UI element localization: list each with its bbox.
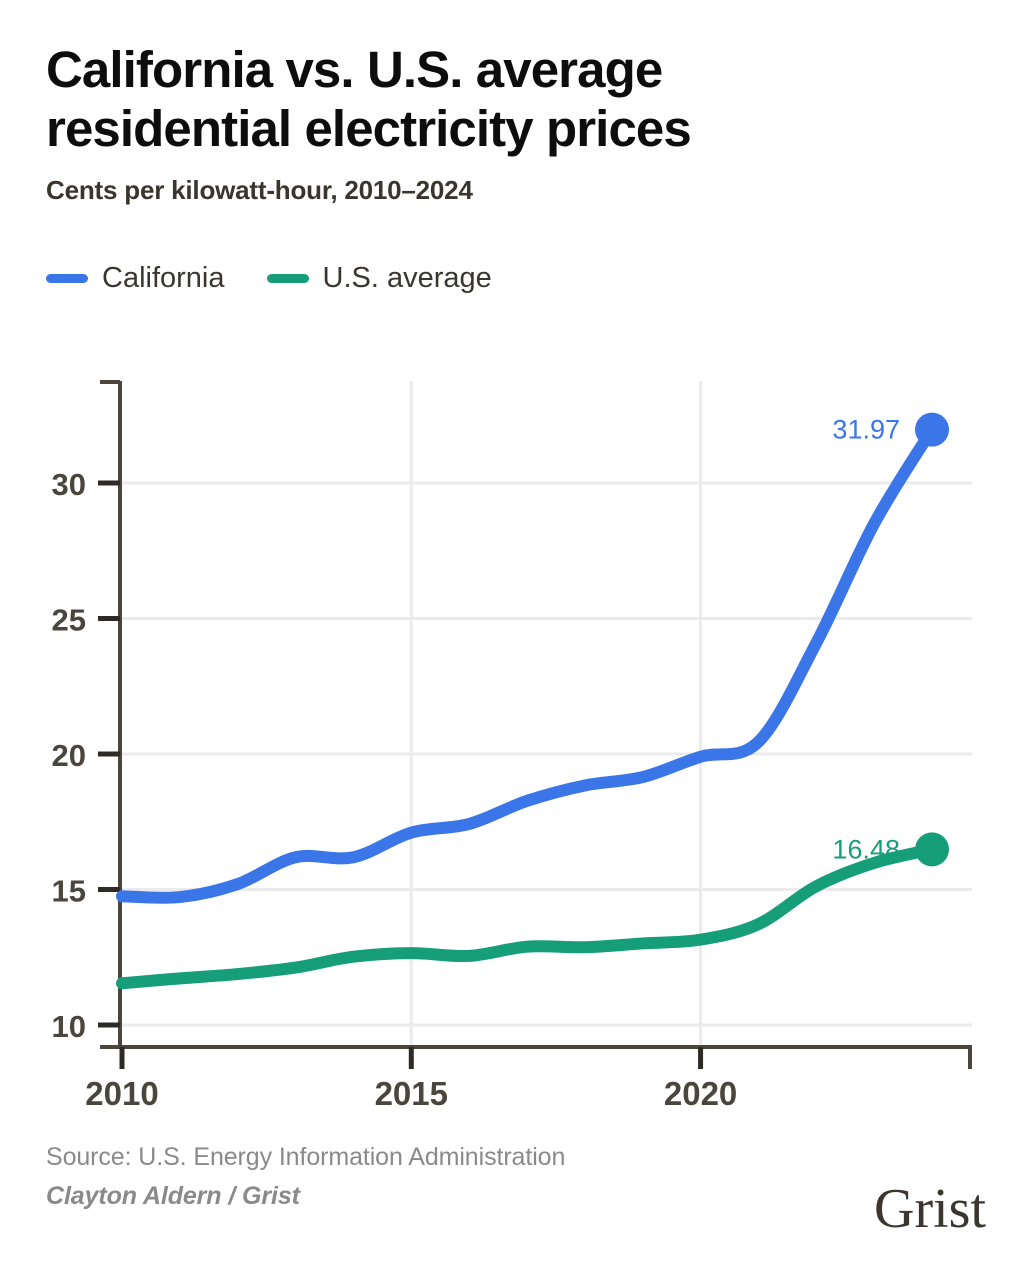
series-lines	[116, 423, 938, 990]
series-endpoint-dots	[915, 412, 949, 867]
y-axis-tick-label: 10	[52, 1009, 86, 1044]
legend-item-us-average[interactable]: U.S. average	[266, 262, 492, 295]
chart-footer: Source: U.S. Energy Information Administ…	[46, 1143, 986, 1211]
legend-label-california: California	[102, 262, 225, 294]
axis-ticks	[98, 480, 704, 1069]
x-axis-tick-label: 2010	[85, 1075, 158, 1112]
y-axis-tick-label: 25	[52, 603, 86, 638]
x-axis-tick-labels: 2010 2015 2020	[85, 1075, 737, 1112]
gridlines-horizontal	[122, 481, 972, 1027]
x-axis-tick-label: 2015	[375, 1075, 448, 1112]
gridlines-vertical	[409, 381, 703, 1047]
x-axis-tick-label: 2020	[664, 1075, 737, 1112]
title-line-1: California vs. U.S. average	[46, 41, 663, 98]
series-line-california	[116, 423, 938, 904]
axis-lines	[100, 380, 972, 1069]
title-line-2: residential electricity prices	[46, 100, 692, 158]
legend-swatch-us-average	[266, 274, 309, 283]
legend-label-us-average: U.S. average	[322, 262, 492, 294]
endpoint-label-us-average: 16.48	[832, 834, 900, 864]
source-note: Source: U.S. Energy Information Administ…	[46, 1143, 566, 1171]
grist-logo: Grist	[874, 1178, 986, 1240]
y-axis-tick-labels: 10 15 20 25 30	[52, 467, 86, 1044]
endpoint-dot-california	[915, 412, 949, 447]
chart-header: California vs. U.S. average residential …	[46, 40, 986, 206]
y-axis-tick-label: 20	[52, 738, 86, 773]
endpoint-label-california: 31.97	[832, 415, 900, 445]
page-title: California vs. U.S. average residential …	[46, 40, 846, 158]
endpoint-dot-us-average	[915, 832, 949, 867]
y-axis-tick-label: 30	[52, 467, 86, 502]
chart-legend: California U.S. average	[46, 262, 492, 295]
byline-credit: Clayton Aldern / Grist	[46, 1182, 300, 1210]
legend-item-california[interactable]: California	[46, 262, 225, 295]
series-endpoint-labels: 31.97 16.48	[832, 415, 900, 865]
series-line-us-average	[116, 843, 938, 990]
chart-subtitle: Cents per kilowatt-hour, 2010–2024	[46, 175, 473, 206]
legend-swatch-california	[46, 274, 88, 283]
y-axis-tick-label: 15	[52, 874, 86, 909]
